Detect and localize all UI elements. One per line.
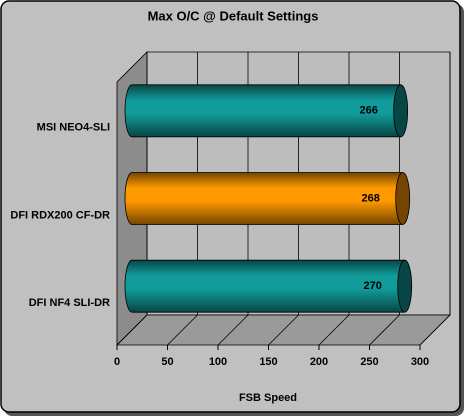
x-tick-label: 50 bbox=[161, 356, 173, 368]
bar bbox=[132, 84, 401, 137]
grid-line bbox=[419, 314, 451, 346]
value-label: 266 bbox=[359, 105, 377, 117]
chart-title: Max O/C @ Default Settings bbox=[148, 8, 319, 23]
bar-outline bbox=[132, 259, 405, 313]
grid-line bbox=[369, 314, 400, 346]
bar-cap bbox=[395, 172, 411, 225]
grid-line bbox=[217, 314, 249, 346]
x-tick-label: 100 bbox=[209, 356, 227, 368]
bar bbox=[132, 172, 403, 225]
value-label: 270 bbox=[364, 280, 382, 292]
x-tick-label: 250 bbox=[360, 356, 378, 368]
bar-outline bbox=[132, 172, 403, 225]
y-tick-label: DFI RDX200 CF-DR bbox=[10, 209, 110, 221]
value-label: 268 bbox=[362, 192, 380, 204]
y-tick-label: MSI NEO4-SLI bbox=[37, 122, 110, 134]
grid-line bbox=[318, 314, 350, 346]
bar-outline bbox=[132, 84, 401, 138]
x-axis-title: FSB Speed bbox=[239, 392, 297, 404]
x-tick-label: 300 bbox=[411, 356, 429, 368]
grid-line bbox=[116, 314, 148, 346]
grid-line bbox=[268, 314, 299, 346]
grid-line bbox=[167, 314, 198, 346]
x-tick-label: 150 bbox=[259, 356, 277, 368]
x-tick-label: 0 bbox=[114, 356, 120, 368]
y-tick-label: DFI NF4 SLI-DR bbox=[29, 297, 110, 309]
bar-cap bbox=[393, 84, 409, 138]
bar-cap bbox=[397, 259, 413, 313]
bar bbox=[132, 260, 405, 313]
x-tick-label: 200 bbox=[310, 356, 328, 368]
